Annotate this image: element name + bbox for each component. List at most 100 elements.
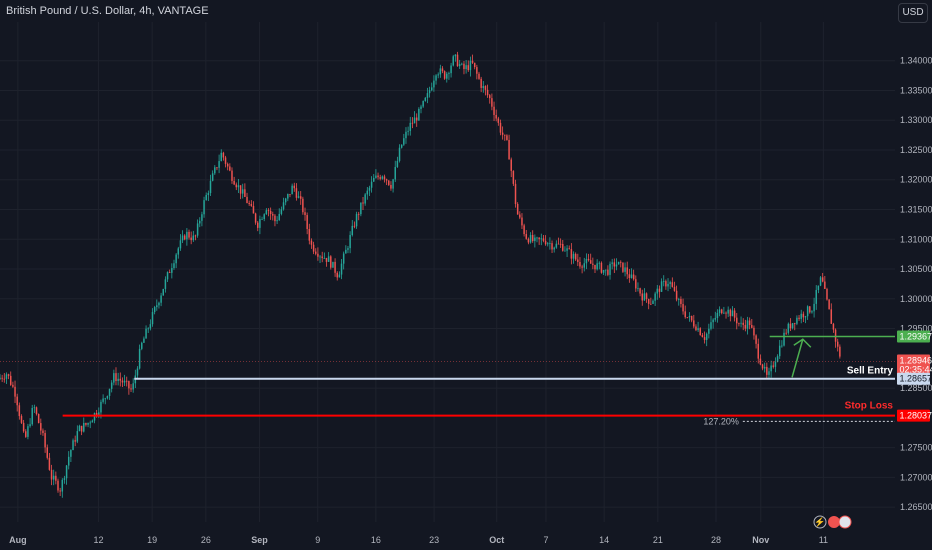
candle-body [160,295,162,303]
candle-body [643,293,646,301]
candle-body [426,93,429,98]
candle-body [716,312,719,319]
candle-body [306,215,308,230]
x-tick-label: Sep [251,535,268,545]
candle-body [828,299,830,310]
y-tick-label: 1.33000 [900,115,932,125]
candle-body [52,475,55,480]
candle-body [248,202,250,204]
candle-body [246,196,248,203]
candle-body [697,328,699,331]
candle-body [347,248,349,250]
candle-body [61,479,64,492]
candle-body [669,282,671,284]
candle-body [156,305,158,308]
candle-body [291,185,293,195]
candle-body [424,97,427,101]
candle-body [553,247,555,250]
candle-body [192,235,195,241]
candle-body [407,130,409,132]
candle-body [488,95,491,99]
x-tick-label: 11 [819,535,828,545]
candle-body [106,395,109,399]
target-price-tag: 1.29367 [900,331,932,341]
candle-body [527,238,530,243]
candle-body [284,198,287,203]
candle-body [839,346,841,357]
x-tick-label: Oct [489,535,504,545]
candle-body [390,184,392,189]
candle-body [766,366,768,375]
lightning-glyph: ⚡ [814,516,825,528]
candle-body [100,401,102,413]
candle-body [491,98,493,107]
candle-body [602,270,605,273]
candle-body [800,313,802,319]
candle-body [415,117,418,121]
candle-body [141,342,143,349]
candle-body [411,122,414,124]
candle-body [811,311,813,313]
candle-body [321,256,323,259]
candle-body [632,274,635,280]
candle-body [789,323,792,329]
candle-body [16,396,18,406]
currency-button[interactable]: USD [898,3,928,23]
stop-loss-label: Stop Loss [845,401,894,412]
chart-title: British Pound / U.S. Dollar, 4h, VANTAGE [6,5,209,17]
y-tick-label: 1.30000 [900,294,932,304]
candle-body [394,166,396,180]
candle-body [791,323,794,329]
candle-body [458,64,461,67]
candle-body [439,68,442,75]
candle-body [557,243,560,245]
candle-body [383,176,386,180]
candle-body [751,324,753,328]
candle-body [813,303,815,312]
candle-body [149,324,152,329]
candle-body [241,189,244,194]
candle-body [282,202,285,210]
candle-body [480,78,482,88]
candle-body [366,190,369,195]
candle-body [832,323,835,330]
candle-body [153,307,156,313]
candle-body [656,288,659,294]
x-tick-label: 23 [429,535,439,545]
candle-body [613,262,616,267]
candle-body [287,193,289,199]
candle-body [461,63,463,65]
candle-body [746,320,749,329]
candle-body [594,264,596,270]
candle-body [450,65,452,74]
candle-body [272,214,274,216]
candle-body [830,309,833,324]
candle-body [330,256,332,268]
target-arrow [791,339,804,378]
candle-body [564,250,566,252]
candle-body [162,288,164,296]
candle-body [710,322,712,329]
candle-body [48,457,51,470]
y-tick-label: 1.27000 [900,472,932,482]
candle-body [673,286,676,291]
candle-body [295,188,298,198]
candle-body [259,219,261,228]
candle-body [340,263,343,275]
candle-body [108,388,111,396]
y-tick-label: 1.31500 [900,205,932,215]
candle-body [3,378,6,380]
candle-body [413,117,416,124]
candle-body [20,416,23,423]
candle-body [690,316,693,321]
candle-body [682,304,684,312]
candle-body [652,300,654,304]
candle-body [774,361,777,367]
x-tick-label: 16 [371,535,381,545]
x-tick-label: 26 [201,535,211,545]
candle-body [699,328,701,336]
candle-body [422,100,424,107]
candle-body [267,210,270,212]
candle-body [297,196,300,198]
